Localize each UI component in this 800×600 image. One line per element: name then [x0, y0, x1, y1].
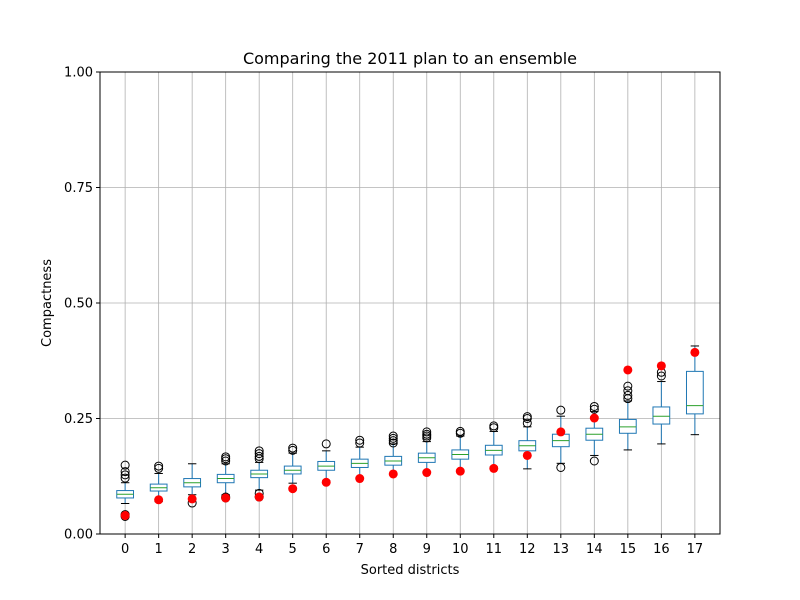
plan-2011-point	[321, 477, 331, 487]
flier-point	[388, 436, 398, 446]
flier-point	[422, 427, 432, 437]
plan-2011-layer	[120, 347, 700, 521]
flier-point	[589, 456, 599, 466]
x-tick-label: 7	[356, 542, 364, 557]
plan-2011-point	[690, 347, 700, 357]
flier-point	[288, 445, 298, 455]
box-0	[116, 482, 135, 505]
plan-2011-point	[422, 468, 432, 478]
x-tick-label: 15	[620, 542, 637, 557]
flier-point	[589, 401, 599, 411]
flier-point	[623, 386, 633, 396]
x-tick-label: 10	[452, 542, 469, 557]
x-tick-label: 3	[222, 542, 230, 557]
plan-2011-point	[355, 474, 365, 484]
plan-2011-point	[187, 494, 197, 504]
x-tick-label: 4	[255, 542, 263, 557]
plan-2011-point	[455, 466, 465, 476]
y-tick-label: 1.00	[64, 66, 93, 81]
x-tick-label: 17	[687, 542, 704, 557]
box-12	[518, 426, 537, 470]
box-4	[250, 461, 269, 491]
chart-title: Comparing the 2011 plan to an ensemble	[243, 49, 577, 68]
plan-2011-point	[254, 492, 264, 502]
flier-point	[120, 470, 130, 480]
flier-point	[120, 473, 130, 483]
plan-2011-point	[489, 463, 499, 473]
x-tick-label: 5	[289, 542, 297, 557]
box-15	[618, 400, 637, 451]
flier-point	[623, 390, 633, 400]
y-tick-label: 0.00	[64, 528, 93, 543]
flier-point	[522, 418, 532, 428]
box-body	[652, 406, 671, 425]
plan-2011-point	[589, 413, 599, 423]
flier-point	[221, 452, 231, 462]
y-tick-label: 0.75	[64, 181, 93, 196]
flier-point	[388, 438, 398, 448]
plan-2011-point	[623, 365, 633, 375]
flier-point	[288, 443, 298, 453]
flier-point	[556, 405, 566, 415]
box-16	[652, 381, 671, 445]
flier-point	[422, 429, 432, 439]
x-tick-label: 1	[155, 542, 163, 557]
axes-layer: 0.000.250.500.751.000 1 2 3 4 5 6 7 8 9 10 11 12 13 14…	[64, 66, 703, 558]
x-tick-label: 12	[519, 542, 536, 557]
x-tick-label: 2	[188, 542, 196, 557]
plan-2011-point	[656, 361, 666, 371]
y-tick-label: 0.50	[64, 297, 93, 312]
flier-point	[321, 439, 331, 449]
y-tick-label: 0.25	[64, 412, 93, 427]
flier-point	[154, 463, 164, 473]
x-tick-label: 14	[586, 542, 603, 557]
x-tick-label: 6	[322, 542, 330, 557]
y-axis-label: Compactness	[40, 259, 55, 347]
x-axis-label: Sorted districts	[361, 563, 460, 578]
flier-point	[556, 462, 566, 472]
flier-point	[623, 381, 633, 391]
flier-point	[154, 461, 164, 471]
plan-2011-point	[522, 450, 532, 460]
flier-point	[489, 421, 499, 431]
plan-2011-point	[556, 427, 566, 437]
x-tick-label: 13	[553, 542, 570, 557]
plan-2011-point	[221, 493, 231, 503]
flier-point	[221, 456, 231, 466]
flier-point	[522, 412, 532, 422]
flier-point	[120, 460, 130, 470]
box-body	[685, 370, 704, 415]
flier-point	[388, 433, 398, 443]
x-tick-label: 8	[389, 542, 397, 557]
plan-2011-point	[154, 495, 164, 505]
flier-point	[355, 435, 365, 445]
x-tick-label: 11	[486, 542, 503, 557]
plan-2011-point	[288, 484, 298, 494]
x-tick-label: 16	[653, 542, 670, 557]
flier-point	[254, 446, 264, 456]
flier-point	[254, 449, 264, 459]
flier-point	[388, 431, 398, 441]
flier-point	[455, 426, 465, 436]
flier-point	[656, 371, 666, 381]
plan-2011-point	[388, 469, 398, 479]
flier-point	[120, 467, 130, 477]
plan-2011-point	[120, 511, 130, 521]
flier-point	[254, 451, 264, 461]
x-tick-label: 9	[423, 542, 431, 557]
flier-point	[355, 438, 365, 448]
flier-point	[589, 404, 599, 414]
x-tick-label: 0	[121, 542, 129, 557]
